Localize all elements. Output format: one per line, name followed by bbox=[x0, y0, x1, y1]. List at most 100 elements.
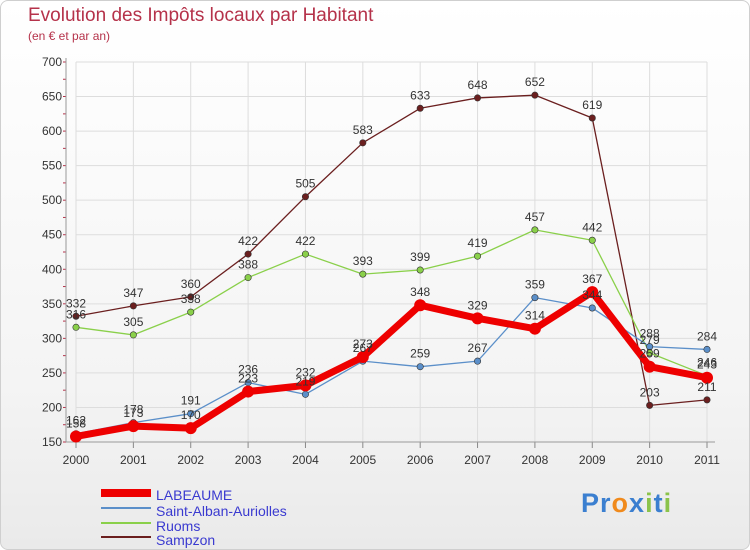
data-label-labeaume: 273 bbox=[353, 337, 373, 351]
x-tick-label: 2004 bbox=[292, 453, 319, 467]
data-point-labeaume bbox=[414, 299, 427, 312]
logo-letter: t bbox=[653, 488, 664, 518]
data-point-sampzon bbox=[244, 250, 252, 258]
data-point-labeaume bbox=[586, 286, 599, 299]
series-line-sampzon bbox=[75, 94, 708, 407]
data-point-saint-alban-auriolles bbox=[301, 390, 309, 398]
data-label-labeaume: 259 bbox=[640, 347, 660, 361]
y-tick-label: 150 bbox=[42, 435, 62, 449]
y-tick-label: 450 bbox=[42, 228, 62, 242]
data-point-sampzon bbox=[474, 94, 482, 102]
data-point-sampzon bbox=[531, 91, 539, 99]
data-label-labeaume: 223 bbox=[238, 372, 258, 386]
x-tick-label: 2005 bbox=[349, 453, 376, 467]
data-label-sampzon: 211 bbox=[697, 380, 716, 394]
data-point-sampzon bbox=[301, 193, 309, 201]
data-point-labeaume bbox=[242, 385, 255, 398]
data-label-labeaume: 329 bbox=[468, 298, 488, 312]
data-label-ruoms: 338 bbox=[181, 292, 201, 306]
y-tick-label: 700 bbox=[42, 55, 62, 69]
data-label-ruoms: 246 bbox=[697, 356, 717, 370]
data-point-sampzon bbox=[129, 302, 137, 310]
legend-label-ruoms: Ruoms bbox=[156, 518, 201, 534]
data-point-saint-alban-auriolles bbox=[646, 343, 654, 351]
data-point-labeaume bbox=[701, 371, 713, 384]
data-point-labeaume bbox=[528, 322, 541, 335]
x-tick-label: 2007 bbox=[464, 453, 491, 467]
x-tick-label: 2000 bbox=[63, 453, 90, 467]
y-tick-label: 250 bbox=[42, 366, 62, 380]
data-point-ruoms bbox=[588, 236, 596, 244]
data-point-ruoms bbox=[416, 266, 424, 274]
logo-letter: i bbox=[645, 488, 654, 518]
x-tick-label: 2010 bbox=[636, 453, 663, 467]
data-label-saint-alban-auriolles: 259 bbox=[410, 347, 430, 361]
y-tick-label: 600 bbox=[42, 124, 62, 138]
logo-letter: i bbox=[663, 488, 673, 518]
data-label-saint-alban-auriolles: 267 bbox=[468, 341, 488, 355]
data-label-saint-alban-auriolles: 359 bbox=[525, 278, 545, 292]
y-tick-label: 500 bbox=[42, 193, 62, 207]
data-point-saint-alban-auriolles bbox=[703, 345, 711, 353]
data-label-labeaume: 367 bbox=[582, 272, 602, 286]
data-label-sampzon: 505 bbox=[295, 177, 315, 191]
legend-label-sampzon: Sampzon bbox=[156, 532, 216, 548]
data-label-saint-alban-auriolles: 236 bbox=[238, 363, 258, 377]
data-point-ruoms bbox=[359, 270, 367, 278]
data-label-saint-alban-auriolles: 191 bbox=[181, 394, 201, 408]
data-label-ruoms: 442 bbox=[582, 220, 602, 234]
logo-letter: o bbox=[611, 488, 630, 518]
data-point-labeaume bbox=[471, 312, 484, 325]
data-label-ruoms: 419 bbox=[468, 236, 488, 250]
logo-letter: P bbox=[581, 488, 601, 518]
legend-swatch-labeaume bbox=[101, 489, 151, 497]
data-point-ruoms bbox=[244, 274, 252, 282]
data-point-sampzon bbox=[359, 139, 367, 147]
data-point-ruoms bbox=[72, 323, 80, 331]
chart-title: Evolution des Impôts locaux par Habitant bbox=[28, 5, 374, 26]
y-tick-label: 550 bbox=[42, 159, 62, 173]
series-line-labeaume bbox=[75, 288, 708, 440]
data-label-labeaume: 243 bbox=[697, 358, 717, 372]
x-tick-label: 2009 bbox=[579, 453, 606, 467]
data-point-sampzon bbox=[588, 114, 596, 122]
data-point-saint-alban-auriolles bbox=[588, 304, 596, 312]
data-point-sampzon bbox=[646, 401, 654, 409]
data-label-ruoms: 279 bbox=[640, 333, 660, 347]
x-tick-label: 2006 bbox=[407, 453, 434, 467]
legend-swatch-saint-alban-auriolles bbox=[101, 507, 151, 509]
x-tick-label: 2011 bbox=[694, 453, 720, 467]
data-label-sampzon: 203 bbox=[640, 385, 660, 399]
data-label-sampzon: 619 bbox=[582, 98, 602, 112]
data-label-labeaume: 158 bbox=[66, 416, 86, 430]
data-point-labeaume bbox=[356, 351, 369, 364]
series-line-saint-alban-auriolles bbox=[75, 296, 708, 435]
data-label-labeaume: 232 bbox=[295, 365, 315, 379]
data-label-labeaume: 170 bbox=[181, 408, 201, 422]
data-label-sampzon: 347 bbox=[123, 286, 143, 300]
y-tick-label: 350 bbox=[42, 297, 62, 311]
data-label-sampzon: 360 bbox=[181, 277, 201, 291]
legend-swatch-sampzon bbox=[101, 536, 151, 538]
data-label-ruoms: 457 bbox=[525, 210, 545, 224]
y-tick-label: 650 bbox=[42, 90, 62, 104]
chart-subtitle: (en € et par an) bbox=[28, 29, 111, 43]
data-label-ruoms: 399 bbox=[410, 250, 430, 264]
data-point-labeaume bbox=[643, 360, 656, 373]
logo-letter: x bbox=[629, 488, 646, 518]
data-label-saint-alban-auriolles: 288 bbox=[640, 327, 660, 341]
data-label-labeaume: 173 bbox=[123, 406, 143, 420]
series-line-ruoms bbox=[75, 229, 708, 377]
data-label-sampzon: 633 bbox=[410, 88, 430, 102]
data-point-ruoms bbox=[129, 331, 137, 339]
data-point-labeaume bbox=[299, 379, 312, 392]
x-tick-label: 2002 bbox=[177, 453, 204, 467]
data-point-ruoms bbox=[187, 308, 195, 316]
data-label-ruoms: 422 bbox=[295, 234, 315, 248]
legend-label-saint-alban-auriolles: Saint-Alban-Auriolles bbox=[156, 503, 287, 519]
data-label-saint-alban-auriolles: 284 bbox=[697, 329, 717, 343]
x-tick-label: 2001 bbox=[120, 453, 147, 467]
data-label-saint-alban-auriolles: 178 bbox=[123, 403, 143, 417]
